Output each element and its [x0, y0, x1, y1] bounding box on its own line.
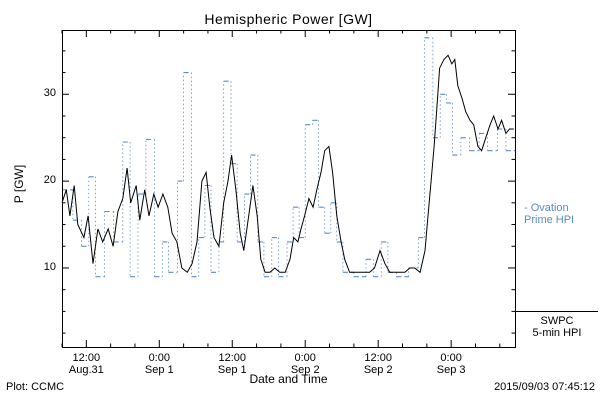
legend-swpc-line2: 5-min HPI: [532, 327, 582, 339]
x-axis-label: Date and Time: [249, 372, 328, 386]
x-tick-time: 12:00: [218, 352, 247, 364]
swpc-line: [61, 54, 514, 274]
y-tick-label: 20: [43, 174, 56, 187]
ovation-step-levels: [62, 37, 515, 278]
x-tick-time: 0:00: [294, 352, 316, 364]
legend-ovation-line2: Prime HPI: [524, 214, 575, 226]
x-tick-time: 0:00: [148, 352, 170, 364]
y-tick-label: 30: [43, 87, 56, 100]
plot-source: Plot: CCMC: [6, 381, 65, 393]
x-tick-date: Sep 2: [290, 364, 320, 376]
legend-swpc-line1: SWPC: [540, 315, 574, 327]
legend-swpc: SWPC 5-min HPI: [516, 311, 598, 339]
x-tick-date: Aug.31: [68, 364, 104, 376]
chart-title: Hemispheric Power [GW]: [204, 11, 373, 27]
legend-ovation-line1: - Ovation: [524, 202, 569, 214]
y-tick-label: 10: [43, 260, 56, 273]
legend-ovation: - Ovation Prime HPI: [524, 202, 574, 226]
x-tick-time: 12:00: [364, 352, 392, 364]
x-tick-time: 12:00: [72, 352, 101, 364]
plot-timestamp: 2015/09/03 07:45:12: [494, 381, 595, 393]
plot-frame: [62, 30, 516, 348]
x-tick-date: Sep 1: [217, 364, 247, 376]
x-tick-date: Sep 3: [436, 364, 466, 376]
swpc-line-sample: [516, 311, 598, 312]
x-tick-date: Sep 1: [144, 364, 174, 376]
ovation-step-verticals: [72, 37, 507, 277]
x-tick-time: 0:00: [440, 352, 462, 364]
x-tick-date: Sep 2: [363, 364, 393, 376]
